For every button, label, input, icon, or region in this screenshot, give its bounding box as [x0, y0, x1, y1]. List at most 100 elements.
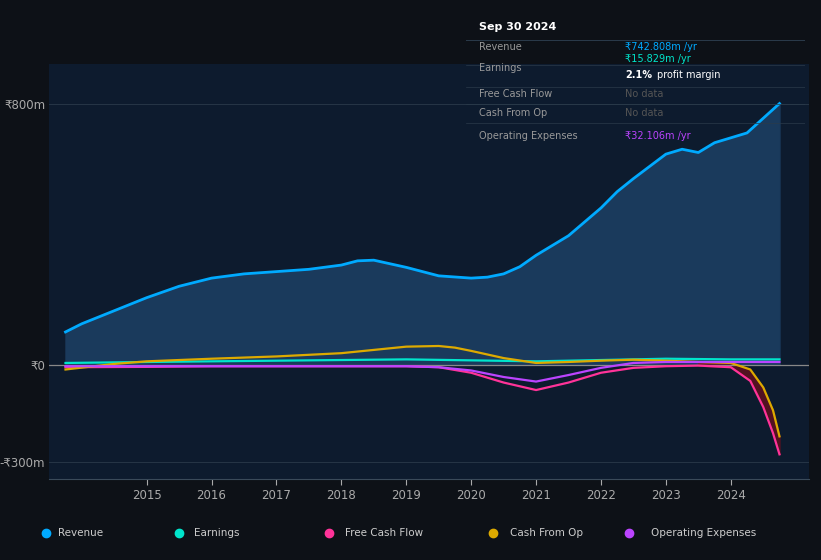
- Cash From Op: [726, 360, 736, 366]
- Free Cash Flow: [433, 364, 443, 371]
- Earnings: [61, 360, 71, 366]
- Free Cash Flow: [337, 363, 346, 370]
- Operating Expenses: [563, 372, 573, 379]
- Operating Expenses: [531, 378, 541, 385]
- Free Cash Flow: [726, 364, 736, 371]
- Earnings: [142, 358, 152, 365]
- Earnings: [596, 357, 606, 363]
- Revenue: [726, 134, 736, 141]
- Operating Expenses: [337, 363, 346, 370]
- Cash From Op: [369, 347, 378, 353]
- Revenue: [661, 151, 671, 157]
- Revenue: [401, 264, 411, 270]
- Free Cash Flow: [745, 377, 755, 384]
- Text: Revenue: Revenue: [479, 42, 522, 52]
- Cash From Op: [272, 353, 282, 360]
- Cash From Op: [774, 433, 784, 440]
- Cash From Op: [531, 360, 541, 366]
- Line: Revenue: Revenue: [66, 104, 779, 332]
- Revenue: [304, 266, 314, 273]
- Text: Sep 30 2024: Sep 30 2024: [479, 22, 557, 32]
- Text: No data: No data: [625, 89, 663, 99]
- Revenue: [239, 270, 249, 277]
- Cash From Op: [694, 358, 704, 365]
- Revenue: [563, 232, 573, 239]
- Cash From Op: [768, 407, 778, 414]
- Revenue: [369, 257, 378, 264]
- Text: Cash From Op: Cash From Op: [510, 529, 583, 538]
- Operating Expenses: [694, 358, 704, 365]
- Cash From Op: [61, 366, 71, 373]
- Revenue: [694, 149, 704, 156]
- Earnings: [272, 357, 282, 364]
- Text: Free Cash Flow: Free Cash Flow: [346, 529, 424, 538]
- Text: ₹32.106m /yr: ₹32.106m /yr: [625, 132, 690, 142]
- Revenue: [483, 274, 493, 281]
- Free Cash Flow: [629, 365, 639, 371]
- Cash From Op: [401, 343, 411, 350]
- Line: Cash From Op: Cash From Op: [66, 346, 779, 436]
- Operating Expenses: [759, 358, 768, 365]
- Cash From Op: [109, 361, 119, 367]
- Cash From Op: [745, 366, 755, 373]
- Cash From Op: [207, 356, 217, 362]
- Text: ₹742.808m /yr: ₹742.808m /yr: [625, 42, 697, 52]
- Free Cash Flow: [759, 404, 768, 410]
- Revenue: [207, 275, 217, 282]
- Free Cash Flow: [207, 363, 217, 370]
- Free Cash Flow: [596, 370, 606, 376]
- Operating Expenses: [61, 363, 71, 370]
- Revenue: [774, 100, 784, 107]
- Text: Operating Expenses: Operating Expenses: [479, 132, 578, 142]
- Free Cash Flow: [466, 370, 476, 376]
- Earnings: [726, 356, 736, 363]
- Free Cash Flow: [563, 379, 573, 386]
- Operating Expenses: [272, 363, 282, 370]
- Text: Earnings: Earnings: [194, 529, 239, 538]
- Earnings: [401, 356, 411, 363]
- Revenue: [709, 139, 719, 146]
- Operating Expenses: [726, 358, 736, 365]
- Revenue: [353, 258, 363, 264]
- Revenue: [337, 262, 346, 268]
- Free Cash Flow: [272, 363, 282, 370]
- Text: No data: No data: [625, 108, 663, 118]
- Free Cash Flow: [768, 430, 778, 436]
- Revenue: [629, 175, 639, 182]
- Revenue: [433, 273, 443, 279]
- Free Cash Flow: [661, 363, 671, 370]
- Operating Expenses: [629, 360, 639, 366]
- Free Cash Flow: [531, 387, 541, 394]
- Free Cash Flow: [401, 363, 411, 370]
- Revenue: [174, 283, 184, 290]
- Text: Operating Expenses: Operating Expenses: [651, 529, 756, 538]
- Revenue: [109, 307, 119, 314]
- Earnings: [774, 356, 784, 363]
- Cash From Op: [759, 384, 768, 391]
- Revenue: [272, 268, 282, 275]
- Free Cash Flow: [142, 363, 152, 370]
- Free Cash Flow: [774, 451, 784, 458]
- Revenue: [531, 252, 541, 259]
- Revenue: [466, 275, 476, 282]
- Line: Free Cash Flow: Free Cash Flow: [66, 366, 779, 454]
- Revenue: [759, 115, 768, 122]
- Cash From Op: [433, 343, 443, 349]
- Cash From Op: [466, 348, 476, 354]
- Text: Cash From Op: Cash From Op: [479, 108, 548, 118]
- Text: 2.1%: 2.1%: [625, 70, 652, 80]
- Revenue: [142, 295, 152, 301]
- Text: Revenue: Revenue: [58, 529, 103, 538]
- Earnings: [661, 356, 671, 362]
- Operating Expenses: [774, 358, 784, 365]
- Cash From Op: [596, 357, 606, 364]
- Cash From Op: [142, 358, 152, 365]
- Cash From Op: [498, 354, 508, 361]
- Text: Free Cash Flow: Free Cash Flow: [479, 89, 553, 99]
- Operating Expenses: [401, 363, 411, 370]
- Text: profit margin: profit margin: [657, 70, 721, 80]
- Operating Expenses: [207, 363, 217, 370]
- Free Cash Flow: [61, 364, 71, 371]
- Text: Earnings: Earnings: [479, 63, 521, 72]
- Revenue: [596, 204, 606, 211]
